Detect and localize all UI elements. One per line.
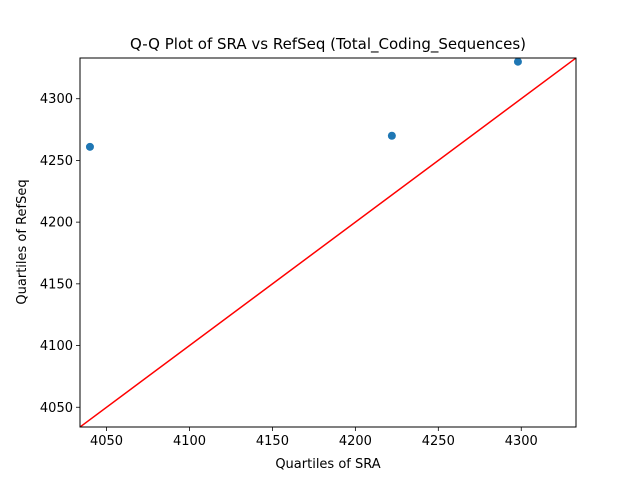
plot-area [79,57,577,428]
x-tick-label: 4100 [173,434,206,449]
chart-title: Q-Q Plot of SRA vs RefSeq (Total_Coding_… [130,35,526,54]
x-tick-label: 4250 [422,434,455,449]
x-tick-label: 4150 [256,434,289,449]
x-axis-label: Quartiles of SRA [275,457,380,472]
scatter-point-3 [513,58,522,66]
reference-line [80,58,576,427]
y-tick-label: 4150 [40,277,73,292]
x-tick-label: 4050 [90,434,123,449]
scatter-point-1 [85,142,94,151]
y-tick-label: 4250 [40,154,73,169]
scatter-point-2 [387,131,396,140]
y-tick-label: 4300 [40,92,73,107]
y-axis-label: Quartiles of RefSeq [15,179,30,304]
y-tick-label: 4050 [40,401,73,416]
y-tick-label: 4200 [40,216,73,231]
axes-frame [79,57,577,428]
x-axis: 4050 4100 4150 4200 4250 4300 [90,427,538,449]
y-axis: 4050 4100 4150 4200 4250 4300 [40,92,80,416]
y-tick-label: 4100 [40,339,73,354]
data-layer [80,58,576,427]
x-tick-label: 4300 [505,434,538,449]
x-tick-label: 4200 [339,434,372,449]
